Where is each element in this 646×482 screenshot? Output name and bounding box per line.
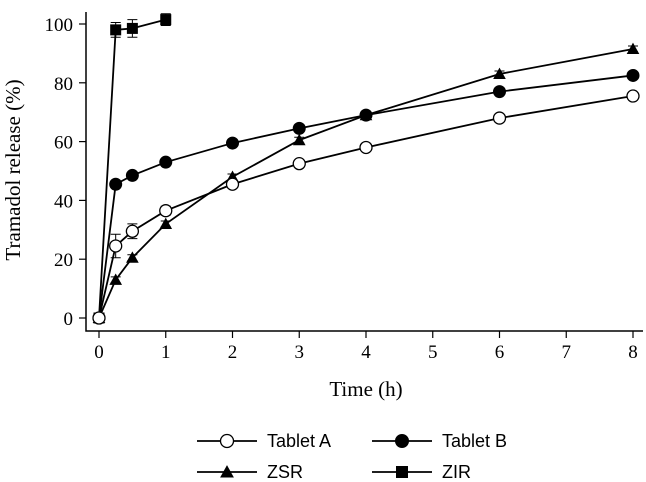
series-line bbox=[98, 18, 166, 319]
legend-label: Tablet B bbox=[442, 431, 507, 451]
data-point bbox=[126, 22, 138, 34]
data-point bbox=[292, 121, 306, 135]
legend: Tablet A Tablet B ZSR ZIR bbox=[197, 431, 507, 482]
series-zsr bbox=[92, 42, 640, 324]
x-tick-label: 0 bbox=[94, 342, 104, 363]
legend-entry: Tablet A bbox=[197, 431, 331, 451]
data-point bbox=[159, 217, 173, 229]
series-tablet-b bbox=[92, 68, 640, 325]
y-axis-label: Tramadol release (%) bbox=[1, 79, 25, 260]
legend-marker bbox=[219, 433, 235, 449]
data-point bbox=[492, 111, 507, 125]
x-tick-label: 1 bbox=[161, 342, 171, 363]
series-line bbox=[98, 48, 634, 319]
data-point bbox=[226, 136, 239, 150]
x-tick-label: 3 bbox=[295, 342, 305, 363]
data-point bbox=[493, 85, 506, 99]
legend-marker bbox=[220, 465, 234, 478]
data-point bbox=[109, 273, 123, 285]
data-point bbox=[109, 177, 123, 191]
data-point bbox=[626, 89, 640, 103]
series-line bbox=[98, 95, 634, 319]
data-point bbox=[125, 224, 140, 238]
data-point bbox=[160, 14, 172, 26]
legend-marker bbox=[396, 466, 408, 478]
data-point bbox=[225, 177, 240, 191]
series-tablet-a bbox=[92, 89, 640, 325]
legend-entry: ZIR bbox=[372, 462, 471, 482]
y-tick-label: 40 bbox=[54, 191, 73, 212]
data-point bbox=[359, 140, 373, 155]
data-point bbox=[292, 133, 306, 146]
y-tick-label: 60 bbox=[54, 133, 73, 154]
data-point bbox=[126, 251, 139, 263]
legend-label: ZSR bbox=[267, 462, 303, 482]
data-point bbox=[110, 24, 122, 36]
x-tick-label: 6 bbox=[495, 342, 505, 363]
data-point bbox=[493, 67, 506, 80]
y-tick-label: 0 bbox=[64, 309, 74, 330]
data-point bbox=[92, 311, 106, 325]
data-point bbox=[125, 168, 139, 182]
y-tick-label: 80 bbox=[54, 74, 73, 95]
axis-frame bbox=[85, 12, 643, 332]
data-point bbox=[359, 108, 373, 122]
x-tick-label: 7 bbox=[562, 342, 572, 363]
x-tick-label: 4 bbox=[361, 342, 371, 363]
data-point bbox=[626, 42, 640, 55]
x-tick-label: 2 bbox=[228, 342, 238, 363]
legend-marker bbox=[395, 434, 409, 448]
y-tick-label: 20 bbox=[54, 250, 73, 271]
data-point bbox=[626, 68, 640, 82]
data-point bbox=[159, 204, 173, 218]
legend-label: Tablet A bbox=[267, 431, 331, 451]
y-tick-label: 100 bbox=[45, 15, 74, 36]
x-tick-label: 8 bbox=[628, 342, 638, 363]
data-point bbox=[159, 155, 173, 169]
data-point bbox=[292, 156, 306, 171]
data-point bbox=[109, 239, 123, 253]
x-axis-label: Time (h) bbox=[329, 377, 402, 401]
legend-label: ZIR bbox=[442, 462, 471, 482]
legend-entry: ZSR bbox=[197, 462, 303, 482]
x-tick-label: 5 bbox=[428, 342, 438, 363]
series-zir bbox=[93, 13, 172, 324]
legend-entry: Tablet B bbox=[372, 431, 507, 451]
series-layer bbox=[92, 13, 640, 325]
